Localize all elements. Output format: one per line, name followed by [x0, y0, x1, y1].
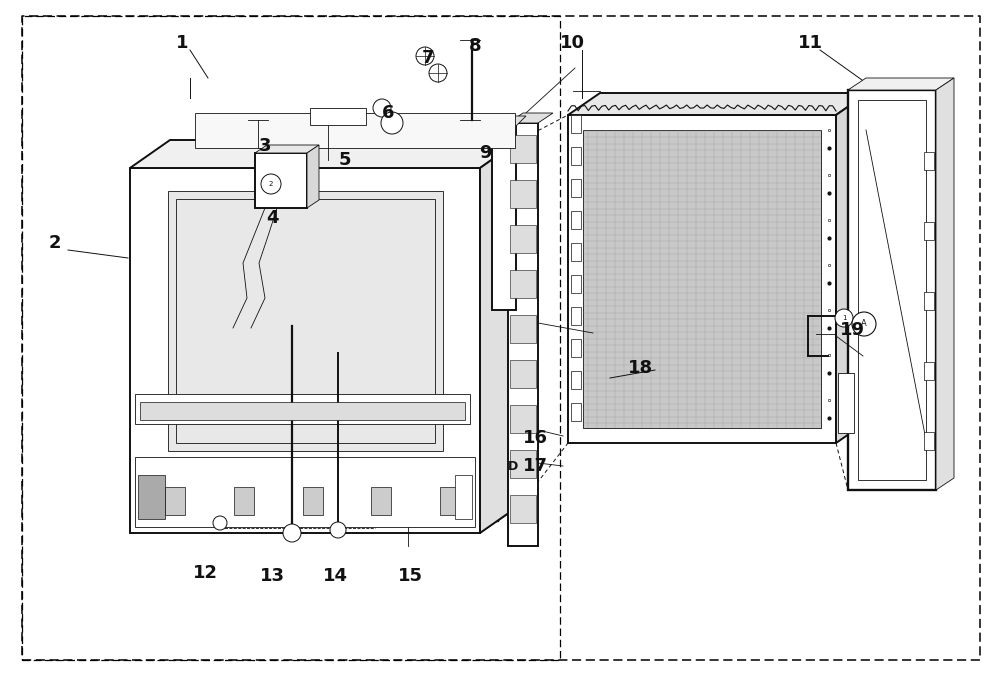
Polygon shape: [836, 93, 868, 443]
Text: 9: 9: [479, 144, 491, 162]
Text: 8: 8: [469, 37, 481, 55]
Text: 7: 7: [422, 49, 434, 67]
Polygon shape: [510, 315, 536, 343]
Polygon shape: [168, 191, 443, 451]
Polygon shape: [492, 116, 526, 126]
Polygon shape: [510, 270, 536, 298]
Text: 5: 5: [339, 151, 351, 169]
Polygon shape: [924, 362, 934, 380]
Text: 16: 16: [522, 429, 548, 447]
Polygon shape: [165, 487, 185, 515]
Text: 1: 1: [842, 315, 846, 321]
Polygon shape: [583, 130, 821, 428]
Text: 17: 17: [522, 457, 548, 475]
Polygon shape: [510, 225, 536, 253]
Polygon shape: [492, 126, 516, 310]
Text: 13: 13: [260, 567, 285, 585]
Polygon shape: [135, 393, 470, 424]
Polygon shape: [848, 78, 954, 90]
Polygon shape: [571, 371, 581, 389]
Text: A: A: [861, 319, 867, 329]
Circle shape: [835, 309, 853, 327]
Polygon shape: [255, 153, 307, 208]
Circle shape: [213, 516, 227, 530]
Polygon shape: [924, 152, 934, 170]
Circle shape: [261, 174, 281, 194]
Polygon shape: [140, 401, 465, 420]
Polygon shape: [838, 373, 854, 433]
Polygon shape: [130, 168, 480, 533]
Polygon shape: [480, 140, 520, 533]
Polygon shape: [571, 339, 581, 357]
Polygon shape: [508, 113, 553, 123]
Text: D: D: [508, 460, 518, 473]
Polygon shape: [571, 147, 581, 165]
Polygon shape: [510, 180, 536, 208]
Polygon shape: [310, 108, 366, 125]
Polygon shape: [924, 292, 934, 310]
Circle shape: [416, 47, 434, 65]
Polygon shape: [510, 495, 536, 523]
Polygon shape: [148, 142, 518, 156]
Polygon shape: [234, 487, 254, 515]
Polygon shape: [510, 135, 536, 163]
Polygon shape: [571, 307, 581, 325]
Polygon shape: [371, 487, 391, 515]
Text: ApplianceParts.com: ApplianceParts.com: [365, 315, 535, 330]
Circle shape: [852, 312, 876, 336]
Circle shape: [373, 99, 391, 117]
Polygon shape: [936, 78, 954, 490]
Polygon shape: [571, 115, 581, 133]
Polygon shape: [848, 90, 936, 490]
Text: 19: 19: [840, 321, 864, 339]
Polygon shape: [571, 211, 581, 229]
Polygon shape: [924, 432, 934, 450]
Text: 2: 2: [269, 181, 273, 187]
Text: 4: 4: [266, 209, 278, 227]
Text: 10: 10: [560, 34, 584, 52]
Polygon shape: [307, 145, 319, 208]
Polygon shape: [924, 222, 934, 240]
Polygon shape: [568, 93, 868, 115]
Text: 18: 18: [627, 359, 653, 377]
Polygon shape: [455, 475, 472, 519]
Circle shape: [381, 112, 403, 134]
Polygon shape: [568, 115, 836, 443]
Text: factoryparts.com: factoryparts.com: [402, 353, 498, 363]
Polygon shape: [571, 179, 581, 197]
Text: 14: 14: [322, 567, 348, 585]
Circle shape: [283, 524, 301, 542]
Text: 2: 2: [49, 234, 61, 252]
Polygon shape: [440, 487, 460, 515]
Polygon shape: [508, 123, 538, 546]
Polygon shape: [130, 140, 520, 168]
Polygon shape: [571, 275, 581, 293]
Circle shape: [429, 64, 447, 82]
Text: 6: 6: [382, 104, 394, 122]
Polygon shape: [571, 403, 581, 421]
Circle shape: [330, 522, 346, 538]
Polygon shape: [302, 487, 322, 515]
Polygon shape: [138, 475, 165, 519]
Text: 15: 15: [397, 567, 422, 585]
Polygon shape: [498, 142, 518, 521]
Polygon shape: [135, 457, 475, 527]
Polygon shape: [571, 243, 581, 261]
Polygon shape: [510, 405, 536, 433]
Polygon shape: [195, 113, 515, 148]
Polygon shape: [255, 145, 319, 153]
Text: 3: 3: [259, 137, 271, 155]
Polygon shape: [510, 450, 536, 478]
Text: 12: 12: [192, 564, 217, 582]
Text: 11: 11: [798, 34, 822, 52]
Polygon shape: [510, 360, 536, 388]
Text: 1: 1: [176, 34, 188, 52]
